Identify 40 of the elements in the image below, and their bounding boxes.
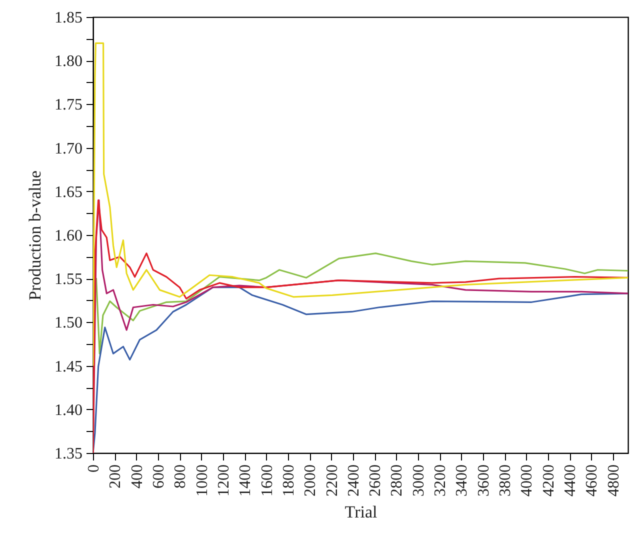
x-tick-label: 4600 [584,464,601,496]
x-tick-label: 3200 [432,464,450,496]
x-tick-label: 4800 [605,464,622,496]
x-tick-label: 3600 [475,464,492,496]
x-tick-label: 2000 [302,464,320,496]
x-tick-label: 600 [150,464,168,488]
x-tick-label: 1600 [258,464,276,496]
x-tick-label: 3400 [454,464,471,496]
y-tick-label: 1.80 [54,53,82,70]
x-tick-label: 200 [107,464,124,488]
x-tick-label: 1800 [280,464,298,496]
x-tick-label: 800 [172,464,190,488]
x-tick-label: 4200 [540,464,558,496]
x-tick-label: 4400 [562,464,580,496]
x-tick-label: 400 [128,464,146,488]
y-tick-label: 1.55 [54,271,82,288]
y-tick-label: 1.40 [54,402,82,419]
x-tick-label: 1000 [194,464,211,496]
x-tick-label: 1400 [237,464,254,496]
x-tick-label: 2400 [345,464,362,496]
y-tick-label: 1.35 [54,446,82,462]
x-tick-label: 1200 [215,464,232,496]
y-tick-label: 1.70 [54,140,82,158]
y-axis-title: Production b-value [26,170,44,300]
y-tick-label: 1.45 [54,358,82,376]
y-tick-label: 1.50 [54,314,82,332]
x-tick-label: 3000 [410,464,428,496]
y-tick-label: 1.85 [54,10,82,26]
x-tick-label: 0 [86,464,102,472]
y-tick-label: 1.60 [54,228,82,244]
x-tick-label: 2800 [388,464,406,496]
x-tick-label: 2600 [367,464,384,496]
y-tick-label: 1.65 [54,184,82,201]
x-tick-label: 2200 [324,464,341,496]
y-tick-label: 1.75 [54,96,82,114]
x-tick-label: 4000 [518,464,536,496]
line-series [93,42,628,367]
x-axis-title: Trial [344,502,378,522]
line-series [93,252,628,354]
x-tick-label: 3800 [497,464,514,496]
